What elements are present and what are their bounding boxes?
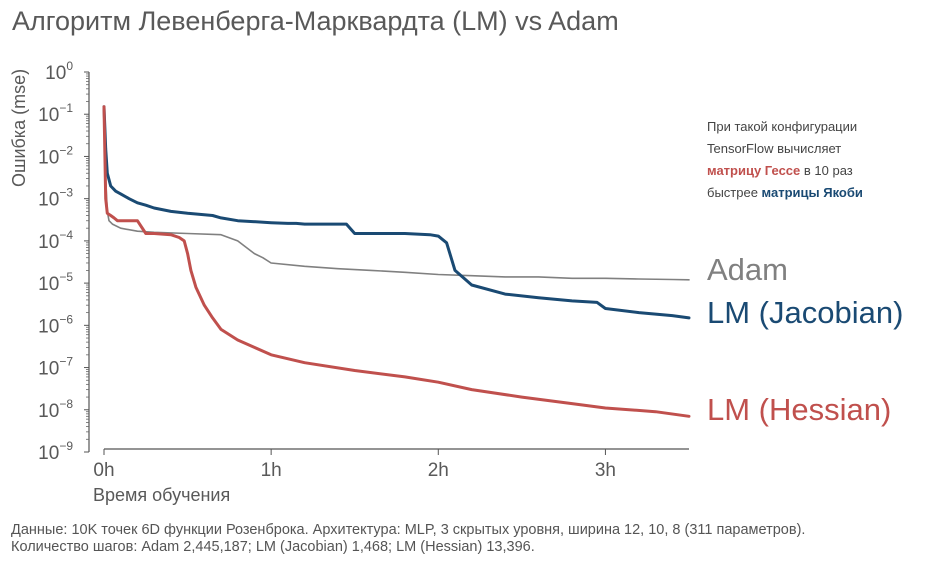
y-tick-label: 10−5: [38, 270, 73, 295]
y-tick-label: 10−8: [38, 397, 73, 422]
annotation-jacobian-phrase: матрицы Якоби: [761, 185, 863, 200]
annotation-line-3: матрицу Гессе в 10 раз: [707, 160, 863, 182]
annotation-line-3-rest: в 10 раз: [800, 163, 853, 178]
footer-note: Данные: 10K точек 6D функции Розенброка.…: [11, 522, 805, 556]
x-tick-label: 1h: [261, 460, 282, 481]
annotation-hessian-phrase: матрицу Гессе: [707, 163, 801, 178]
annotation-line-4-start: быстрее: [707, 185, 762, 200]
axes: 100 10−1 10−2 10−3 10−4 10−5 10−6 10−7 10−8 10−9 0…: [38, 59, 689, 481]
annotation-line-1: При такой конфигурации: [707, 119, 858, 134]
x-tick-label: 3h: [595, 460, 616, 481]
series-line-lm-hessian: [102, 105, 691, 418]
series-lines: [102, 105, 691, 418]
series-label-lm-hessian: LM (Hessian): [707, 392, 892, 427]
footer-line-1: Данные: 10K точек 6D функции Розенброка.…: [11, 522, 806, 538]
x-axis-label: Время обучения: [93, 485, 231, 505]
series-line-lm-jacobian: [102, 105, 691, 320]
y-tick-label: 10−2: [38, 143, 73, 168]
y-tick-label: 10−9: [38, 439, 73, 464]
y-tick-label: 10−1: [38, 101, 73, 126]
series-line-adam: [103, 113, 690, 281]
annotation-line-4: быстрее матрицы Якоби: [707, 182, 863, 204]
annotation-line-2: TensorFlow вычисляет: [707, 141, 842, 156]
x-tick-label: 2h: [428, 460, 449, 481]
x-tick-label: 0h: [93, 460, 114, 481]
y-tick-label: 10−4: [38, 228, 73, 253]
y-tick-label: 10−7: [38, 355, 73, 380]
series-label-adam: Adam: [707, 252, 788, 287]
y-tick-label: 10−3: [38, 186, 73, 211]
chart-title: Алгоритм Левенберга-Марквардта (LM) vs A…: [12, 6, 619, 36]
series-label-lm-jacobian: LM (Jacobian): [707, 295, 904, 330]
y-tick-label: 10−6: [38, 312, 73, 337]
footer-line-2: Количество шагов: Adam 2,445,187; LM (Ja…: [11, 539, 535, 555]
annotation-note: При такой конфигурации TensorFlow вычисл…: [707, 116, 863, 204]
y-tick-label: 100: [45, 59, 73, 84]
